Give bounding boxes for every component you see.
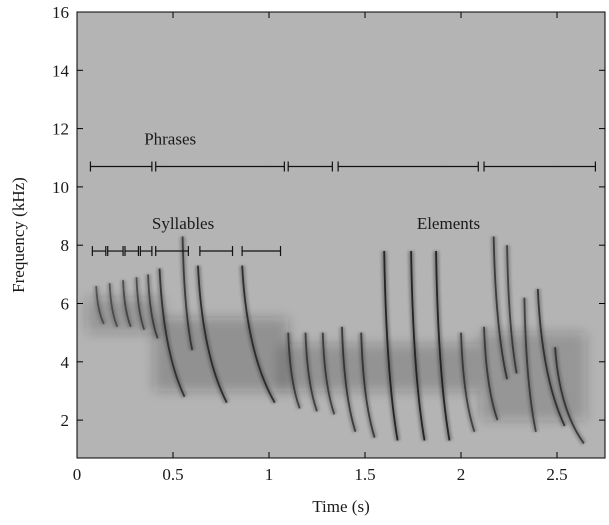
syllable-trace-1 [106, 282, 121, 329]
annotation-phrases: Phrases [89, 130, 597, 172]
x-tick-label: 1.5 [354, 465, 375, 484]
plot-area [77, 12, 605, 458]
annotation-segment [124, 246, 140, 257]
annotation-segment [337, 161, 479, 172]
y-tick-label: 14 [52, 61, 70, 80]
y-tick-label: 2 [61, 411, 70, 430]
annotation-label: Elements [417, 214, 480, 233]
annotation-syllables: Syllables [91, 214, 282, 257]
syllable-trace-7 [194, 265, 230, 404]
axis-ticks: 0 0.5 1 1.5 2 2.5 2 4 6 8 10 12 14 16 [52, 3, 605, 484]
annotation-label: Syllables [152, 214, 214, 233]
annotation-segment [155, 161, 285, 172]
syllable-trace-14 [381, 250, 401, 442]
y-tick-label: 6 [61, 295, 70, 314]
syllable-trace-15 [408, 250, 428, 442]
annotation-label: Phrases [144, 130, 196, 149]
syllable-trace-2 [120, 280, 134, 328]
plot-frame [76, 11, 606, 459]
syllable-trace-3 [133, 277, 148, 331]
x-axis-label: Time (s) [312, 497, 369, 516]
annotation-segment [155, 246, 189, 257]
syllable-trace-8 [239, 265, 278, 405]
syllable-trace-20 [504, 245, 520, 375]
annotation-segment [241, 246, 282, 257]
syllable-trace-4 [145, 274, 161, 340]
syllable-trace-19 [490, 236, 511, 380]
syllable-trace-21 [521, 297, 539, 433]
syllable-trace-13 [358, 332, 378, 439]
x-tick-label: 0 [73, 465, 82, 484]
annotation-segment [139, 246, 153, 257]
syllable-trace-0 [93, 285, 107, 326]
x-tick-label: 2 [457, 465, 466, 484]
syllable-trace-17 [458, 332, 478, 433]
syllable-trace-10 [302, 332, 320, 413]
annotations: Phrases Syllables Elements [89, 130, 597, 257]
syllable-trace-6 [179, 236, 196, 351]
y-tick-label: 4 [61, 353, 70, 372]
annotation-segment [89, 161, 153, 172]
syllable-trace-23 [552, 347, 587, 446]
annotation-segment [287, 161, 333, 172]
x-tick-label: 2.5 [546, 465, 567, 484]
syllable-trace-11 [319, 332, 338, 416]
syllable-trace-18 [481, 326, 501, 422]
annotation-segment [199, 246, 234, 257]
annotation-segment [91, 246, 107, 257]
syllable-trace-12 [338, 326, 359, 433]
syllable-traces [93, 236, 587, 446]
syllable-trace-5 [156, 268, 188, 399]
syllable-trace-16 [433, 250, 453, 442]
y-tick-label: 10 [52, 178, 69, 197]
x-tick-label: 0.5 [162, 465, 183, 484]
annotation-elements: Elements [417, 214, 480, 233]
annotation-segment [107, 246, 124, 257]
y-tick-label: 16 [52, 3, 69, 22]
y-tick-label: 8 [61, 236, 70, 255]
energy-band-1 [153, 318, 289, 391]
annotation-segment [483, 161, 597, 172]
x-tick-label: 1 [265, 465, 274, 484]
y-axis-label: Frequency (kHz) [9, 177, 28, 293]
syllable-trace-9 [285, 332, 303, 410]
y-tick-label: 12 [52, 120, 69, 139]
syllable-trace-22 [534, 288, 568, 428]
